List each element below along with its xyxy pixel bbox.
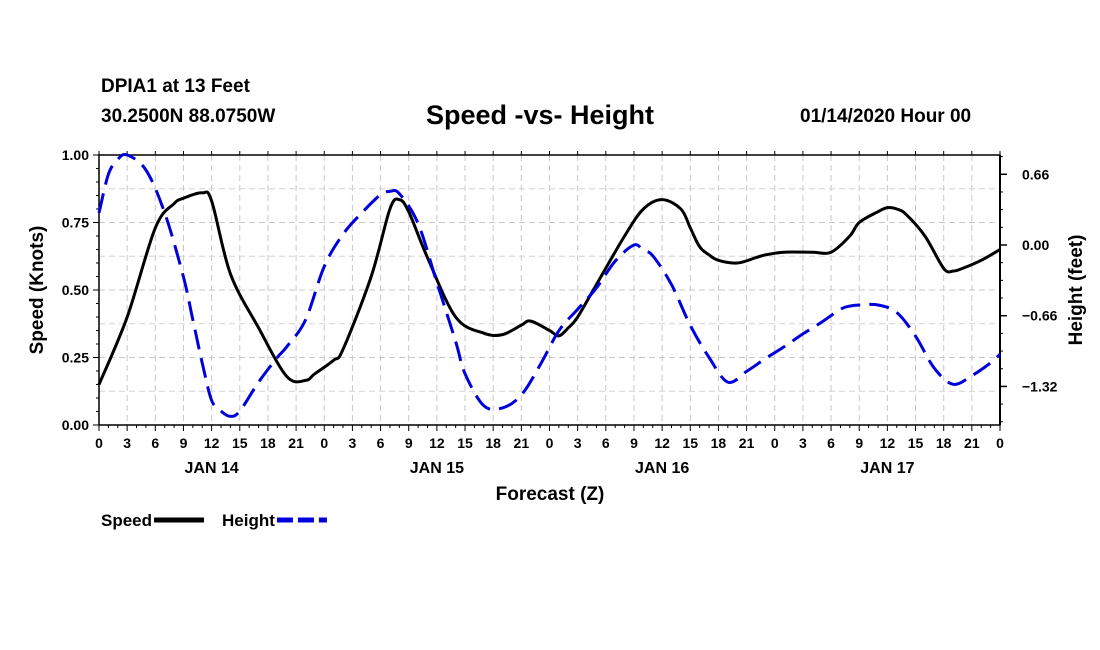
station-coordinates: 30.2500N 88.0750W xyxy=(101,106,276,127)
series-line-height xyxy=(97,152,1002,418)
x-tick-label: 21 xyxy=(514,435,530,451)
x-tick-label: 3 xyxy=(123,435,131,451)
x-tick-label: 6 xyxy=(827,435,835,451)
x-tick-label: 3 xyxy=(349,435,357,451)
day-label: JAN 16 xyxy=(635,460,689,477)
x-tick-label: 0 xyxy=(320,435,328,451)
chart-title: Speed -vs- Height xyxy=(426,100,655,130)
legend-label-speed: Speed xyxy=(101,511,152,530)
day-label: JAN 17 xyxy=(860,460,914,477)
data-series xyxy=(97,152,1002,418)
y-left-tick-label: 0.50 xyxy=(62,282,89,298)
x-tick-label: 12 xyxy=(204,435,220,451)
y-right-tick-label: 0.00 xyxy=(1022,237,1049,253)
station-name: DPIA1 at 13 Feet xyxy=(101,76,250,97)
y-right-tick-label: 0.66 xyxy=(1022,166,1049,182)
x-tick-label: 6 xyxy=(377,435,385,451)
x-tick-label: 18 xyxy=(260,435,276,451)
tick-labels: 0 3 6 9 12 15 18 21 0 3 6 9 12 15 18 21 0 3 6 9 12 15 18 21 0 3 6 9… xyxy=(62,147,1058,477)
x-tick-label: 15 xyxy=(682,435,698,451)
legend-label-height: Height xyxy=(222,511,275,530)
x-tick-label: 12 xyxy=(429,435,445,451)
right-axis-title: Height (feet) xyxy=(1066,235,1087,346)
x-tick-label: 0 xyxy=(95,435,103,451)
x-tick-label: 3 xyxy=(574,435,582,451)
y-right-tick-label: −0.66 xyxy=(1022,308,1058,324)
x-tick-label: 6 xyxy=(602,435,610,451)
forecast-timestamp: 01/14/2020 Hour 00 xyxy=(800,106,972,127)
x-tick-label: 21 xyxy=(288,435,304,451)
x-tick-label: 21 xyxy=(964,435,980,451)
y-left-tick-label: 0.00 xyxy=(62,417,89,433)
y-left-tick-label: 1.00 xyxy=(62,147,89,163)
x-tick-label: 9 xyxy=(630,435,638,451)
x-tick-label: 18 xyxy=(485,435,501,451)
y-left-tick-label: 0.25 xyxy=(62,350,89,366)
x-tick-label: 15 xyxy=(457,435,473,451)
x-tick-label: 9 xyxy=(855,435,863,451)
x-tick-label: 12 xyxy=(880,435,896,451)
day-label: JAN 15 xyxy=(410,460,464,477)
x-tick-label: 0 xyxy=(996,435,1004,451)
x-tick-label: 15 xyxy=(908,435,924,451)
legend: Speed Height xyxy=(101,511,327,530)
x-tick-label: 6 xyxy=(151,435,159,451)
day-label: JAN 14 xyxy=(185,460,239,477)
x-tick-label: 0 xyxy=(771,435,779,451)
x-tick-label: 12 xyxy=(654,435,670,451)
grid-lines xyxy=(99,155,1000,425)
x-axis-title: Forecast (Z) xyxy=(496,484,605,505)
x-tick-label: 15 xyxy=(232,435,248,451)
y-right-tick-label: −1.32 xyxy=(1022,378,1058,394)
x-tick-label: 9 xyxy=(180,435,188,451)
axis-ticks xyxy=(93,151,1007,431)
series-line-speed xyxy=(97,190,1001,386)
x-tick-label: 21 xyxy=(739,435,755,451)
x-tick-label: 3 xyxy=(799,435,807,451)
y-left-tick-label: 0.75 xyxy=(62,215,89,231)
x-tick-label: 18 xyxy=(711,435,727,451)
left-axis-title: Speed (Knots) xyxy=(27,226,48,355)
x-tick-label: 0 xyxy=(546,435,554,451)
x-tick-label: 9 xyxy=(405,435,413,451)
x-tick-label: 18 xyxy=(936,435,952,451)
